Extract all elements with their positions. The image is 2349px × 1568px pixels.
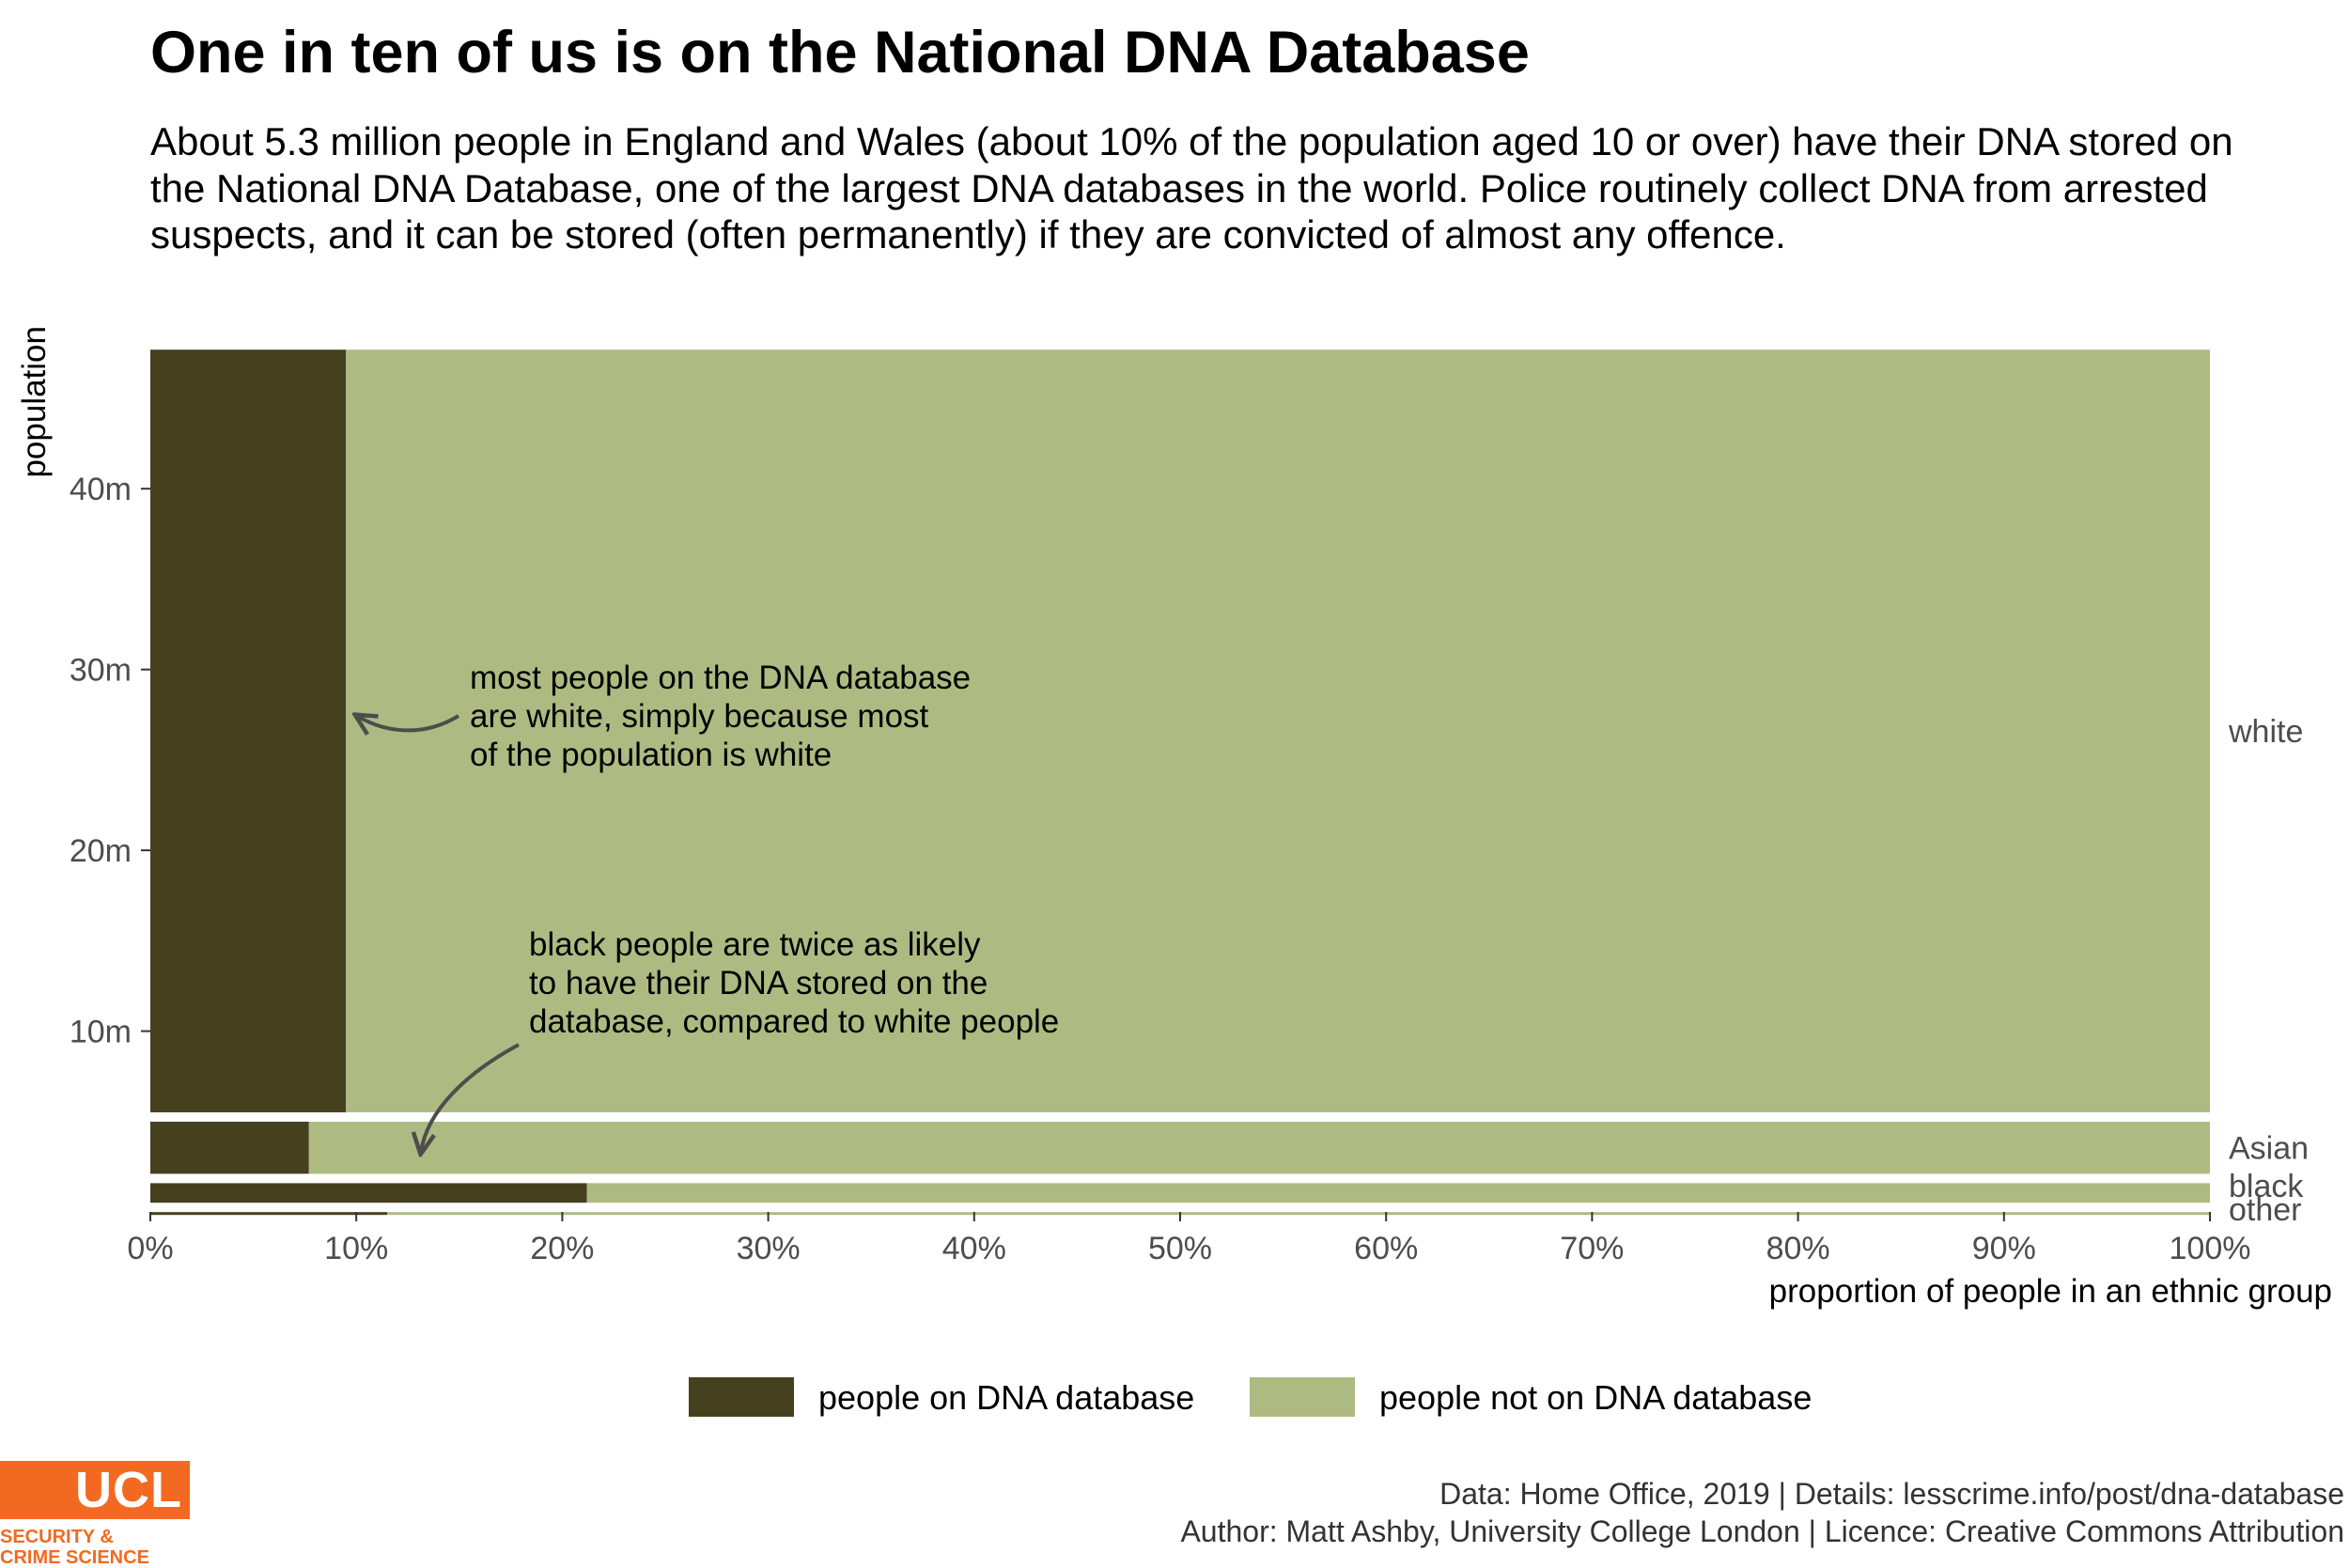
chart-subtitle: About 5.3 million people in England and … — [150, 119, 2233, 256]
annotation-text-black: database, compared to white people — [529, 1003, 1059, 1040]
group-label-white: white — [2228, 714, 2303, 750]
caption-author: Author: Matt Ashby, University College L… — [1180, 1514, 2344, 1548]
annotation-text-black: to have their DNA stored on the — [529, 965, 988, 1001]
bar-not-on-database-other — [387, 1212, 2211, 1216]
legend-label-on-database: people on DNA database — [818, 1378, 1194, 1417]
annotation-arrow-white — [357, 716, 460, 730]
annotation-text-white: of the population is white — [470, 737, 832, 773]
y-tick-label: 10m — [70, 1015, 132, 1050]
group-label-asian: Asian — [2229, 1131, 2309, 1167]
bar-not-on-database-white — [346, 349, 2210, 1112]
annotation-text-white: are white, simply because most — [470, 698, 929, 735]
bar-not-on-database-black — [586, 1183, 2210, 1203]
y-tick-label: 30m — [70, 653, 132, 689]
y-tick-label: 40m — [70, 472, 132, 507]
bars-layer — [150, 349, 2211, 1216]
bar-on-database-white — [150, 349, 347, 1112]
x-tick-label: 90% — [1972, 1231, 2036, 1266]
annotation-text-black: black people are twice as likely — [529, 926, 981, 963]
legend-label-not-on-database: people not on DNA database — [1379, 1378, 1812, 1417]
x-tick-label: 100% — [2170, 1231, 2251, 1266]
x-tick-label: 0% — [127, 1231, 173, 1266]
x-tick-label: 50% — [1148, 1231, 1212, 1266]
bar-on-database-black — [150, 1183, 587, 1203]
ucl-logo-mark: UCL — [0, 1461, 190, 1519]
annotation-arrow-black — [421, 1043, 520, 1152]
x-tick-label: 70% — [1560, 1231, 1624, 1266]
x-tick-label: 20% — [530, 1231, 594, 1266]
y-tick-label: 20m — [70, 833, 132, 869]
y-axis-title: population — [16, 326, 53, 478]
x-tick-label: 40% — [942, 1231, 1006, 1266]
caption-data-source: Data: Home Office, 2019 | Details: lessc… — [1439, 1477, 2344, 1511]
caption: Data: Home Office, 2019 | Details: lessc… — [1180, 1475, 2344, 1550]
x-axis-title: proportion of people in an ethnic group — [1769, 1273, 2332, 1310]
ucl-logo-line2: CRIME SCIENCE — [0, 1547, 149, 1568]
bar-not-on-database-asian — [308, 1121, 2211, 1174]
annotation-text-white: most people on the DNA database — [470, 660, 971, 696]
bar-on-database-other — [150, 1212, 388, 1216]
x-tick-label: 30% — [737, 1231, 801, 1266]
group-label-black: black — [2229, 1169, 2304, 1204]
legend-key-on-database — [689, 1377, 794, 1417]
group-label-other: other — [2229, 1192, 2302, 1228]
x-tick-label: 60% — [1354, 1231, 1418, 1266]
ucl-logo-line1: SECURITY & — [0, 1527, 114, 1547]
legend-key-not-on-database — [1250, 1377, 1355, 1417]
bar-on-database-asian — [150, 1121, 309, 1174]
x-tick-label: 80% — [1766, 1231, 1830, 1266]
legend: people on DNA database people not on DNA … — [689, 1377, 1812, 1417]
ucl-logo: UCL SECURITY & CRIME SCIENCE — [0, 1461, 197, 1568]
x-tick-label: 10% — [324, 1231, 388, 1266]
chart-title: One in ten of us is on the National DNA … — [150, 20, 1530, 85]
